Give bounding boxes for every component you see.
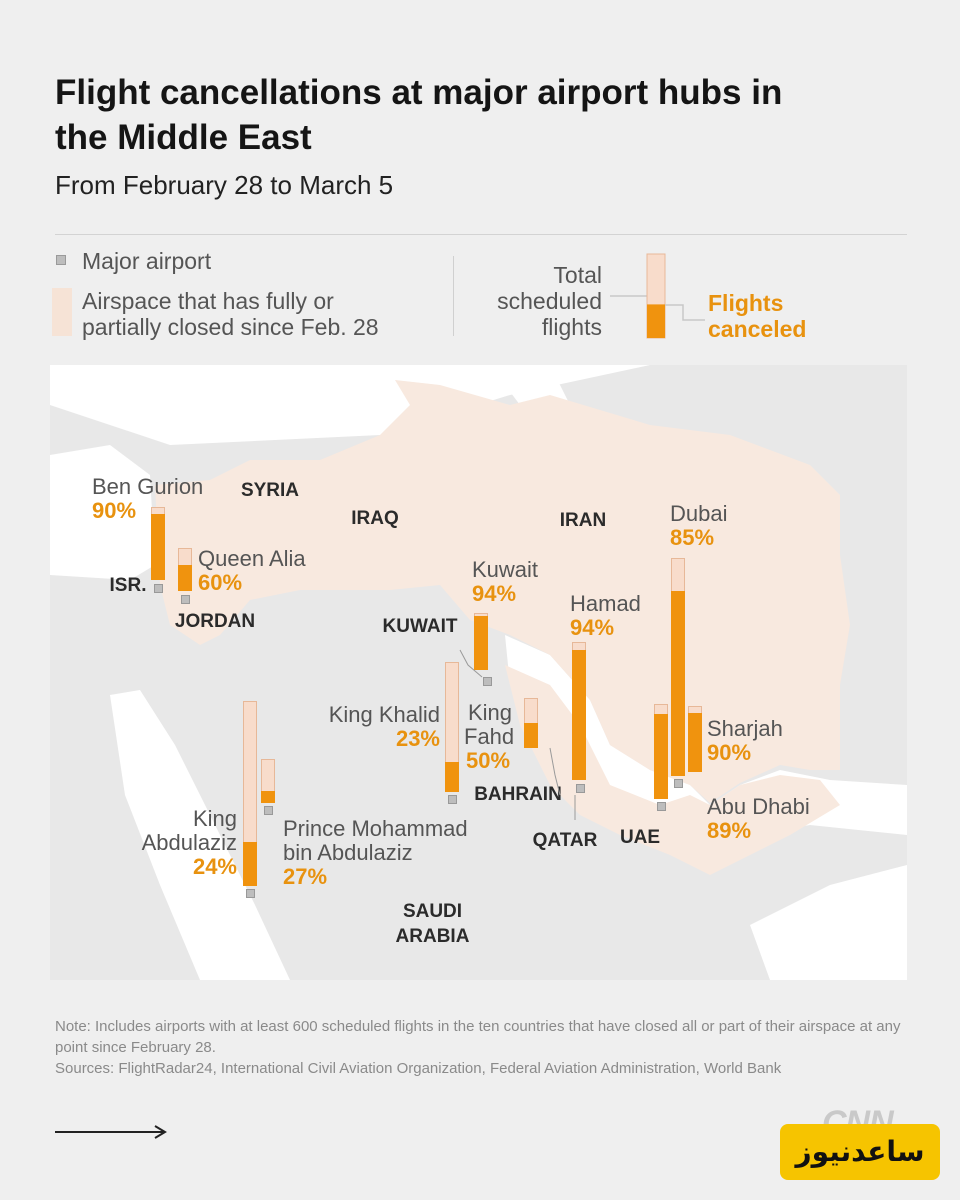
airport-name-king-fahd-line1: King [468, 700, 513, 725]
airport-name-king-abdulaziz-line2: Abdulaziz [141, 830, 237, 855]
airport-bar-hamad [572, 642, 586, 780]
airport-bar-kuwait-canceled [474, 616, 488, 670]
airport-name-abu-dhabi: Abu Dhabi [707, 794, 810, 819]
airport-bar-dubai [671, 558, 685, 776]
airspace-legend-swatch [52, 288, 72, 336]
airport-bar-ben-gurion-canceled [151, 514, 165, 580]
footnotes: Note: Includes airports with at least 60… [55, 1016, 915, 1079]
country-label-jordan: JORDAN [174, 611, 256, 632]
country-label-iran: IRAN [559, 510, 607, 531]
country-label-iraq: IRAQ [351, 508, 399, 529]
saednews-watermark: ساعدنیوز [780, 1124, 940, 1180]
legend-airspace-line1: Airspace that has fully or [82, 288, 334, 314]
airport-bar-queen-alia [178, 548, 192, 591]
airport-marker-king-khalid [448, 795, 457, 804]
airport-bar-king-abdulaziz [243, 701, 257, 886]
airport-pct-prince-mohammad: 27% [283, 864, 328, 889]
airport-name-king-fahd-line2: Fahd [464, 724, 515, 749]
header-divider [55, 234, 907, 235]
country-label-qatar: QATAR [532, 830, 598, 851]
next-arrow-icon[interactable] [55, 1122, 170, 1142]
airport-bar-ben-gurion [151, 507, 165, 580]
note-text: Note: Includes airports with at least 60… [55, 1018, 901, 1056]
airport-bar-king-abdulaziz-canceled [243, 842, 257, 886]
airport-marker-king-abdulaziz [246, 889, 255, 898]
airport-pct-hamad: 94% [570, 615, 615, 640]
airport-marker-queen-alia [181, 595, 190, 604]
closed-airspace-gulf-states [505, 665, 840, 875]
airport-pct-sharjah: 90% [707, 740, 752, 765]
legend-major-airport: Major airport [82, 248, 212, 274]
country-label-israel: ISR. [109, 575, 147, 596]
airport-bar-king-fahd [524, 698, 538, 748]
airport-bar-sharjah-canceled [688, 713, 702, 772]
country-label-saudi-line2: ARABIA [395, 926, 470, 947]
airport-pct-abu-dhabi: 89% [707, 818, 752, 843]
airport-marker-dubai [674, 779, 683, 788]
airport-pct-ben-gurion: 90% [92, 498, 137, 523]
arabian-sea [750, 865, 907, 980]
legend-total-line3: flights [541, 314, 602, 340]
airport-name-ben-gurion: Ben Gurion [92, 474, 204, 499]
airport-pct-king-fahd: 50% [466, 748, 511, 773]
legend-canceled-line2: canceled [708, 316, 807, 342]
airport-bar-prince-mohammad-canceled [261, 791, 275, 803]
country-label-bahrain: BAHRAIN [474, 784, 562, 805]
legend-canceled-connector [665, 304, 705, 321]
airport-name-prince-mohammad-line2: bin Abdulaziz [283, 840, 413, 865]
airport-name-prince-mohammad-line1: Prince Mohammad [283, 816, 468, 841]
airport-bar-abu-dhabi-canceled [654, 714, 668, 799]
airport-bar-abu-dhabi [654, 704, 668, 799]
country-label-uae: UAE [619, 827, 661, 848]
airport-bar-king-khalid [445, 662, 459, 792]
legend-bar-diagram [610, 253, 705, 339]
airport-marker-kuwait [483, 677, 492, 686]
airport-bar-kuwait [474, 613, 488, 670]
legend-total-line2: scheduled [497, 288, 602, 314]
airport-bar-hamad-canceled [572, 650, 586, 780]
airport-pct-king-abdulaziz: 24% [192, 854, 237, 879]
legend-canceled-line1: Flights [708, 290, 784, 316]
airport-name-hamad: Hamad [570, 591, 641, 616]
map-panel: SYRIA IRAQ IRAN ISR. JORDAN KUWAIT BAHRA… [50, 365, 907, 980]
country-label-syria: SYRIA [240, 480, 300, 501]
airport-pct-queen-alia: 60% [198, 570, 243, 595]
red-sea [110, 690, 290, 980]
airport-name-king-khalid: King Khalid [328, 702, 440, 727]
airport-marker-ben-gurion [154, 584, 163, 593]
legend-total-line1: Total [553, 262, 602, 288]
legend-canceled-bar [647, 304, 665, 338]
country-label-kuwait: KUWAIT [382, 616, 458, 637]
chart-subtitle: From February 28 to March 5 [55, 170, 394, 200]
airport-pct-dubai: 85% [670, 525, 715, 550]
airport-bar-king-fahd-canceled [524, 723, 538, 748]
map-basemap [50, 365, 907, 980]
mediterranean-sea [50, 445, 155, 580]
airport-pct-kuwait: 94% [472, 581, 517, 606]
airport-bar-dubai-canceled [671, 591, 685, 776]
airport-marker-prince-mohammad [264, 806, 273, 815]
airport-bar-queen-alia-canceled [178, 565, 192, 591]
airport-bar-prince-mohammad [261, 759, 275, 803]
sources-text: Sources: FlightRadar24, International Ci… [55, 1060, 782, 1077]
major-airport-legend-icon [56, 255, 66, 265]
legend-separator [453, 256, 454, 336]
airport-marker-hamad [576, 784, 585, 793]
airport-name-kuwait: Kuwait [472, 557, 539, 582]
chart-title: Flight cancellations at major airport hu… [55, 73, 783, 157]
airport-name-queen-alia: Queen Alia [198, 546, 306, 571]
legend-airspace-line2: partially closed since Feb. 28 [82, 314, 379, 340]
airport-name-dubai: Dubai [670, 501, 728, 526]
country-label-saudi-line1: SAUDI [402, 901, 463, 922]
airport-bar-king-khalid-canceled [445, 762, 459, 792]
airport-bar-sharjah [688, 706, 702, 772]
airport-pct-king-khalid: 23% [395, 726, 440, 751]
airport-marker-abu-dhabi [657, 802, 666, 811]
airport-name-sharjah: Sharjah [707, 716, 783, 741]
airport-name-king-abdulaziz-line1: King [192, 806, 237, 831]
